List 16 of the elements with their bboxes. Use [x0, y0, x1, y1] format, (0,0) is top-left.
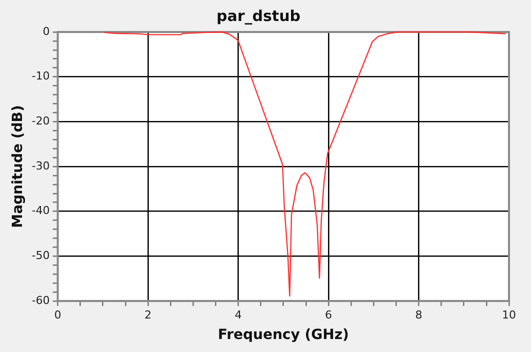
x-tick-label: 6 — [325, 308, 332, 322]
x-tick-label: 10 — [502, 308, 516, 322]
y-tick-label: -10 — [32, 70, 50, 83]
y-tick-label: -40 — [32, 204, 50, 218]
x-tick-label: 0 — [54, 308, 62, 322]
x-tick-label: 2 — [144, 308, 152, 322]
x-tick-label: 8 — [415, 308, 422, 322]
y-tick-label: -60 — [32, 294, 50, 307]
y-tick-label: -30 — [32, 159, 50, 172]
chart-title: par_dstub — [216, 6, 301, 25]
x-tick-label: 4 — [234, 308, 242, 322]
y-tick-label: -20 — [32, 114, 50, 128]
y-tick-label: -50 — [32, 249, 50, 262]
y-axis-title: Magnitude (dB) — [10, 105, 26, 228]
y-tick-label: 0 — [42, 24, 50, 38]
x-axis-title: Frequency (GHz) — [218, 327, 349, 344]
